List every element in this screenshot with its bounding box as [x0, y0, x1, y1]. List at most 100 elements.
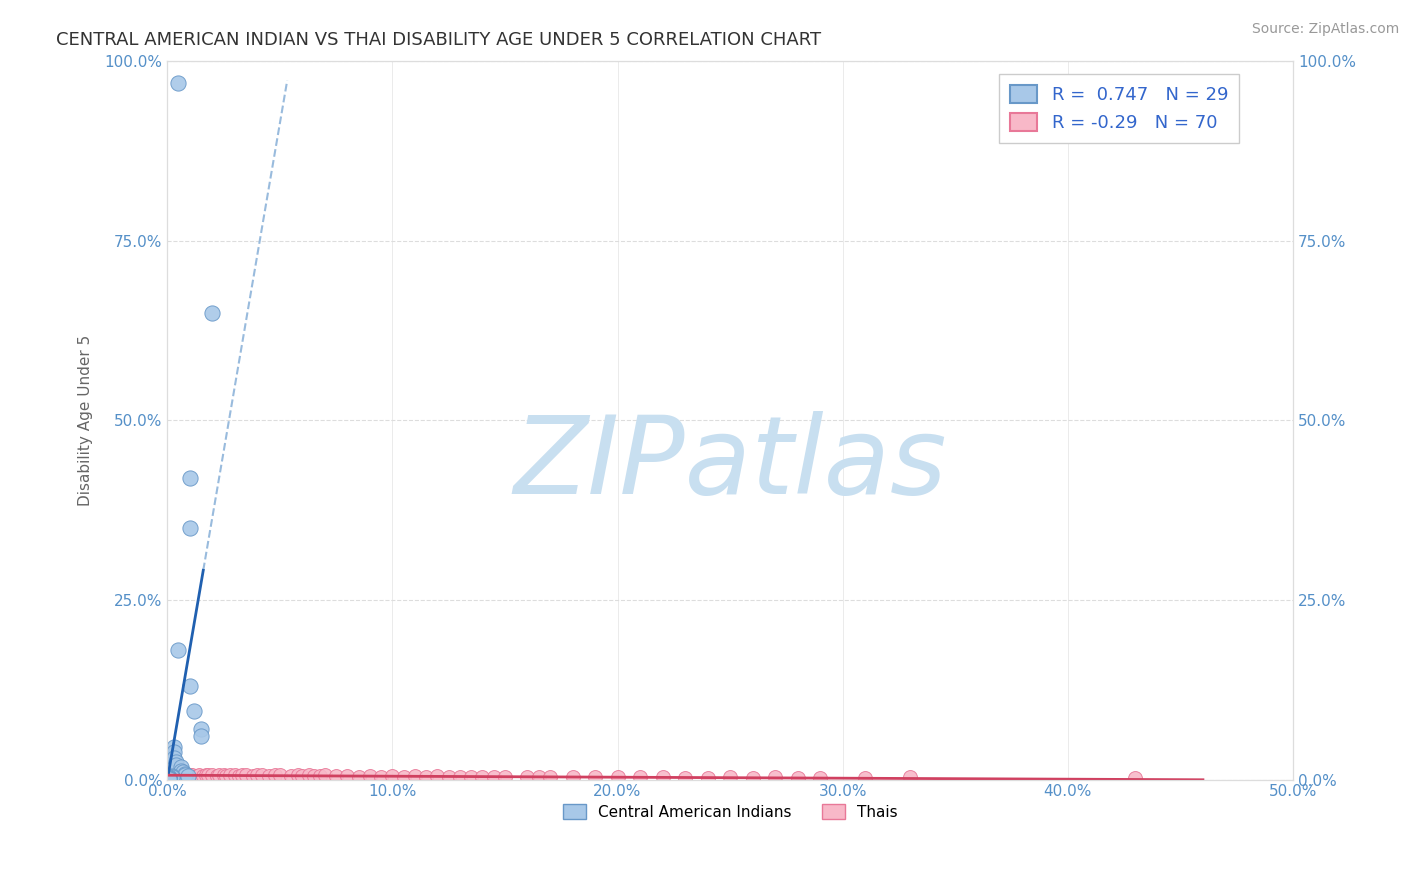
- Point: [426, 769, 449, 783]
- Point: [176, 769, 198, 783]
- Point: [606, 771, 628, 785]
- Point: [163, 745, 186, 759]
- Point: [516, 771, 538, 785]
- Point: [159, 772, 181, 786]
- Point: [215, 769, 238, 783]
- Point: [228, 769, 250, 783]
- Point: [174, 768, 197, 782]
- Point: [190, 730, 212, 744]
- Point: [165, 769, 187, 783]
- Point: [471, 770, 494, 784]
- Point: [159, 771, 181, 785]
- Point: [224, 768, 246, 782]
- Point: [460, 771, 482, 785]
- Point: [167, 767, 190, 781]
- Point: [898, 771, 921, 785]
- Point: [287, 768, 309, 782]
- Text: ZIPatlas: ZIPatlas: [513, 411, 946, 516]
- Point: [298, 768, 321, 782]
- Point: [160, 770, 183, 784]
- Point: [628, 771, 651, 785]
- Point: [392, 770, 415, 784]
- Point: [205, 769, 228, 783]
- Point: [257, 769, 280, 783]
- Point: [242, 769, 264, 783]
- Point: [186, 769, 208, 783]
- Point: [163, 740, 186, 755]
- Point: [165, 755, 187, 769]
- Y-axis label: Disability Age Under 5: Disability Age Under 5: [79, 334, 93, 506]
- Point: [696, 771, 718, 785]
- Point: [172, 765, 194, 780]
- Point: [179, 679, 201, 693]
- Point: [494, 770, 516, 784]
- Point: [370, 770, 392, 784]
- Point: [359, 769, 381, 783]
- Point: [167, 643, 190, 657]
- Point: [449, 770, 471, 784]
- Point: [235, 768, 257, 782]
- Point: [437, 770, 460, 784]
- Point: [194, 768, 217, 782]
- Point: [325, 769, 347, 783]
- Point: [309, 769, 332, 783]
- Point: [187, 768, 209, 782]
- Point: [314, 768, 336, 782]
- Point: [201, 305, 224, 319]
- Point: [160, 771, 183, 785]
- Point: [181, 768, 204, 782]
- Point: [174, 767, 197, 781]
- Point: [170, 759, 193, 773]
- Point: [179, 471, 201, 485]
- Point: [159, 771, 181, 785]
- Text: Source: ZipAtlas.com: Source: ZipAtlas.com: [1251, 22, 1399, 37]
- Point: [219, 768, 242, 782]
- Point: [786, 771, 808, 785]
- Point: [172, 769, 194, 783]
- Point: [291, 769, 314, 783]
- Point: [165, 758, 187, 772]
- Point: [160, 768, 183, 782]
- Point: [183, 704, 205, 718]
- Point: [174, 768, 197, 782]
- Point: [250, 767, 273, 781]
- Point: [269, 768, 291, 782]
- Point: [160, 769, 183, 783]
- Point: [160, 767, 183, 781]
- Point: [583, 771, 606, 785]
- Point: [190, 723, 212, 737]
- Point: [336, 769, 359, 783]
- Point: [381, 769, 404, 783]
- Point: [231, 767, 253, 781]
- Legend: Central American Indians, Thais: Central American Indians, Thais: [557, 797, 904, 826]
- Point: [159, 771, 181, 785]
- Point: [280, 769, 302, 783]
- Point: [170, 764, 193, 778]
- Point: [193, 769, 215, 783]
- Point: [527, 770, 550, 784]
- Point: [415, 770, 437, 784]
- Point: [167, 76, 190, 90]
- Point: [163, 751, 186, 765]
- Point: [1125, 771, 1147, 785]
- Point: [197, 767, 219, 781]
- Point: [212, 767, 235, 781]
- Point: [246, 768, 269, 782]
- Point: [201, 768, 224, 782]
- Point: [347, 770, 370, 784]
- Point: [159, 772, 181, 786]
- Point: [763, 771, 786, 785]
- Point: [561, 771, 583, 785]
- Point: [302, 769, 325, 783]
- Point: [673, 771, 696, 785]
- Point: [179, 767, 201, 781]
- Point: [808, 771, 831, 785]
- Point: [208, 768, 231, 782]
- Point: [482, 771, 505, 785]
- Point: [741, 771, 763, 785]
- Text: CENTRAL AMERICAN INDIAN VS THAI DISABILITY AGE UNDER 5 CORRELATION CHART: CENTRAL AMERICAN INDIAN VS THAI DISABILI…: [56, 31, 821, 49]
- Point: [651, 771, 673, 785]
- Point: [538, 771, 561, 785]
- Point: [179, 521, 201, 535]
- Point: [718, 771, 741, 785]
